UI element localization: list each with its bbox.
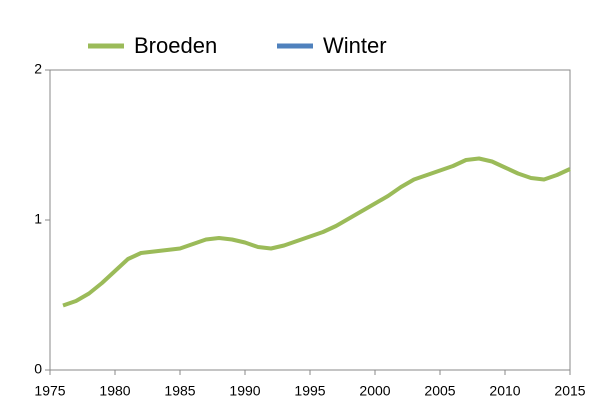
x-tick-label: 2015 <box>554 383 585 399</box>
plot-frame <box>49 69 571 371</box>
x-tick-label: 1975 <box>34 383 65 399</box>
x-tick-label: 1990 <box>229 383 260 399</box>
y-tick-label: 0 <box>34 361 42 377</box>
legend-label: Broeden <box>134 33 217 58</box>
y-tick-label: 2 <box>34 61 42 77</box>
data-line <box>62 156 571 308</box>
y-tick-label: 1 <box>34 211 42 227</box>
x-tick-label: 2005 <box>424 383 455 399</box>
x-tick-label: 1995 <box>294 383 325 399</box>
x-tick-label: 1980 <box>99 383 130 399</box>
x-tick-label: 2010 <box>489 383 520 399</box>
legend-label: Winter <box>323 33 387 58</box>
x-tick-label: 2000 <box>359 383 390 399</box>
x-tick-label: 1985 <box>164 383 195 399</box>
